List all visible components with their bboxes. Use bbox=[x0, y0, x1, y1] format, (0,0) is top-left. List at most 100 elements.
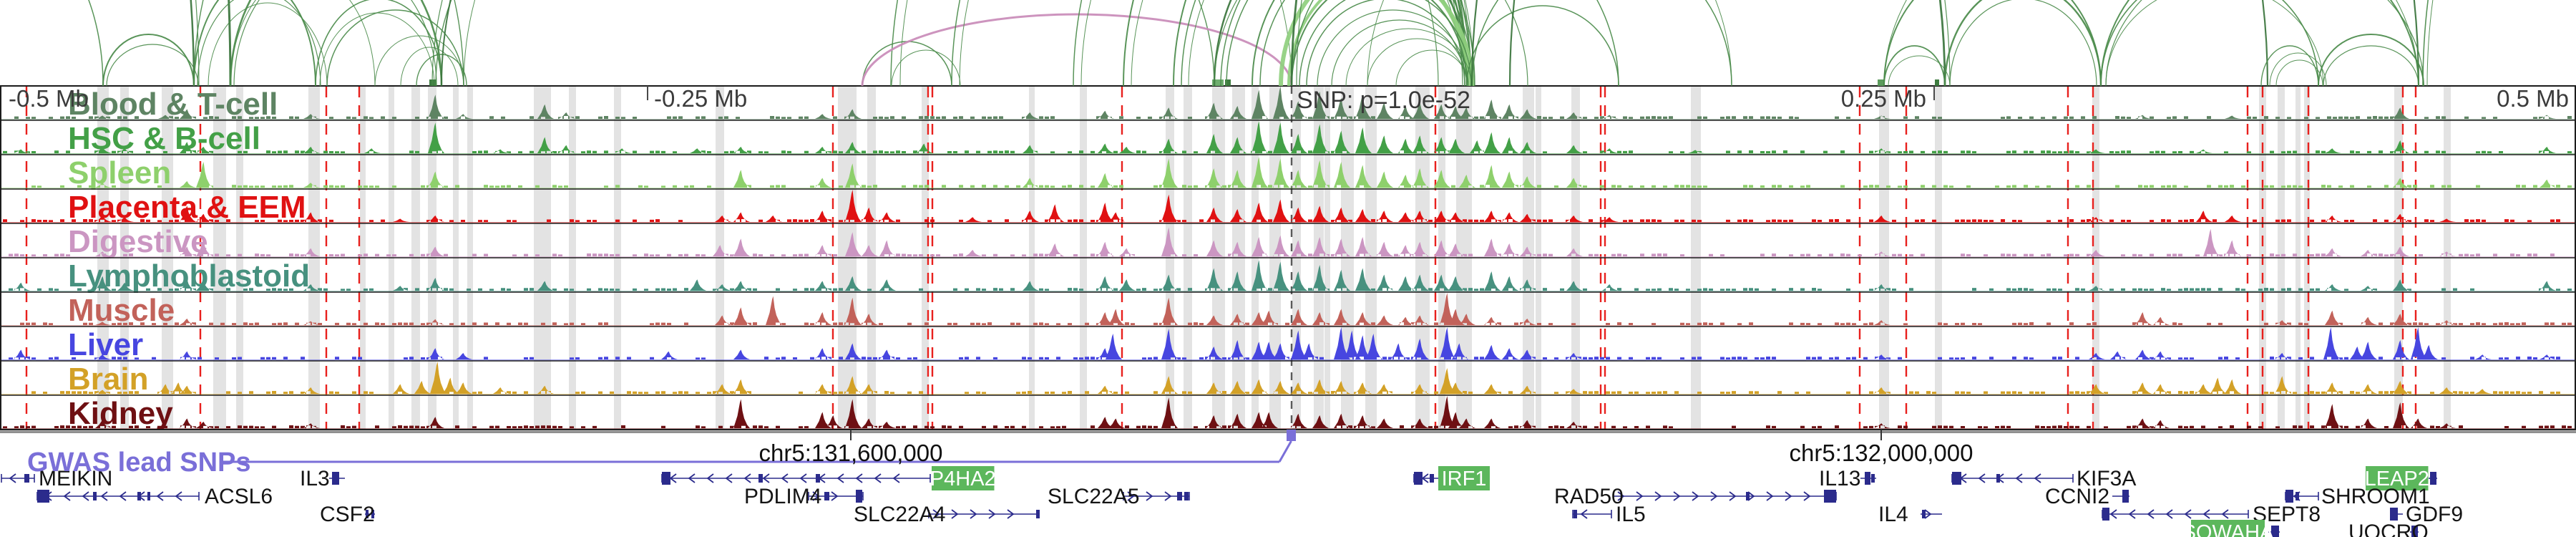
gene-kif3a: KIF3A bbox=[1951, 467, 2136, 490]
gene-label: CCNI2 bbox=[2045, 485, 2109, 508]
track-baseline bbox=[0, 394, 2576, 395]
lead-snp-marker bbox=[1287, 430, 1296, 441]
ruler-element-marker bbox=[1225, 79, 1231, 86]
track-label-spleen: Spleen bbox=[68, 155, 171, 190]
gene-p4ha2: P4HA2 bbox=[661, 466, 996, 490]
ruler bbox=[429, 79, 1939, 440]
gwas-lead-snps-track bbox=[220, 430, 1296, 463]
gene-label: RAD50 bbox=[1554, 485, 1624, 508]
gene-gdf9: GDF9 bbox=[2390, 503, 2463, 526]
gene-label: IL3 bbox=[300, 467, 330, 490]
ruler-element-marker bbox=[429, 79, 436, 86]
track-label-placenta-eem: Placenta & EEM bbox=[68, 190, 306, 225]
track-baseline bbox=[0, 119, 2576, 120]
track-label-hsc-b-cell: HSC & B-cell bbox=[68, 121, 260, 156]
track-placenta-eem: Placenta & EEM bbox=[0, 190, 2576, 225]
gene-il13: IL13 bbox=[1819, 467, 1876, 490]
track-label-kidney: Kidney bbox=[68, 396, 173, 431]
track-label-blood-t-cell: Blood & T-cell bbox=[68, 87, 278, 122]
gene-label: SLC22A5 bbox=[1048, 485, 1139, 508]
ruler-element-marker bbox=[1212, 79, 1224, 86]
track-baseline bbox=[0, 428, 2576, 430]
track-signal bbox=[31, 362, 2560, 394]
track-digestive: Digestive bbox=[0, 224, 2576, 259]
gene-highlight-box bbox=[2366, 466, 2429, 490]
track-blood-t-cell: Blood & T-cell bbox=[0, 87, 2576, 122]
track-label-brain: Brain bbox=[68, 362, 148, 397]
gene-label: IL13 bbox=[1819, 467, 1860, 490]
gene-label: IL5 bbox=[1616, 503, 1646, 526]
ruler-element-marker bbox=[1878, 79, 1885, 86]
gene-label: PDLIM4 bbox=[744, 485, 821, 508]
gene-highlight-box bbox=[932, 466, 995, 490]
track-signal bbox=[3, 396, 2572, 428]
track-signal bbox=[3, 121, 2572, 153]
track-liver: Liver bbox=[0, 327, 2576, 362]
track-baseline bbox=[0, 222, 2576, 223]
gene-uqcrq: UQCRQ bbox=[2348, 521, 2429, 537]
gene-label: KIF3A bbox=[2077, 467, 2136, 490]
track-lymphoblastoid: Lymphoblastoid bbox=[0, 258, 2576, 294]
coordinate-label-right: chr5:132,000,000 bbox=[1790, 440, 1974, 466]
track-label-digestive: Digestive bbox=[68, 224, 208, 259]
track-hsc-b-cell: HSC & B-cell bbox=[0, 121, 2576, 156]
gene-highlight-box bbox=[2191, 520, 2265, 537]
track-baseline bbox=[0, 256, 2576, 258]
gene-label: LEAP2 bbox=[2365, 468, 2429, 490]
gene-shroom1: SHROOM1 bbox=[2285, 485, 2430, 508]
track-baseline bbox=[0, 153, 2576, 155]
track-baseline bbox=[0, 359, 2576, 361]
track-kidney: Kidney bbox=[0, 396, 2576, 431]
gene-label: MEIKIN bbox=[39, 467, 112, 490]
gene-sowaha: SOWAHA bbox=[2182, 520, 2280, 537]
static-labels: -0.5 Mb -0.25 Mb SNP: p=1.0e-52 0.25 Mb … bbox=[9, 85, 2569, 478]
gene-annotations: MEIKIN IL3 P4HA2 IRF1 IL13 KIF3A LEAP2 ACSL6 PDL… bbox=[1, 466, 2463, 537]
gene-pdlim4: PDLIM4 bbox=[744, 485, 864, 508]
axis-label-minus-half-mb: -0.5 Mb bbox=[9, 85, 89, 112]
track-baseline bbox=[0, 325, 2576, 326]
axis-label-plus-half-mb: 0.5 Mb bbox=[2497, 85, 2569, 112]
track-brain: Brain bbox=[0, 362, 2576, 397]
track-borders bbox=[0, 85, 2576, 433]
ruler-element-marker bbox=[1935, 79, 1939, 86]
gene-label: SHROOM1 bbox=[2321, 485, 2430, 508]
gene-ccni2: CCNI2 bbox=[2045, 485, 2129, 508]
interaction-arcs bbox=[88, 0, 2434, 87]
snp-pvalue-label: SNP: p=1.0e-52 bbox=[1297, 87, 1470, 114]
gene-label: IRF1 bbox=[1442, 468, 1487, 490]
gene-meikin: MEIKIN bbox=[1, 467, 112, 490]
gene-label: SLC22A4 bbox=[854, 503, 945, 526]
gene-slc22a4: SLC22A4 bbox=[854, 503, 1040, 526]
track-spleen: Spleen bbox=[0, 155, 2576, 190]
gene-slc22a5: SLC22A5 bbox=[1048, 485, 1190, 508]
gene-highlight-box bbox=[1438, 466, 1490, 490]
gene-sept8: SEPT8 bbox=[2102, 503, 2321, 526]
gene-label: SOWAHA bbox=[2182, 521, 2274, 537]
gene-irf1: IRF1 bbox=[1413, 466, 1490, 490]
axis-label-minus-quarter-mb: -0.25 Mb bbox=[654, 85, 747, 112]
track-signal bbox=[20, 293, 2572, 325]
track-muscle: Muscle bbox=[0, 293, 2576, 328]
gwas-track-label: GWAS lead SNPs bbox=[27, 448, 251, 478]
gene-label: GDF9 bbox=[2406, 503, 2463, 526]
gene-leap2: LEAP2 bbox=[2365, 466, 2437, 490]
gene-label: CSF2 bbox=[320, 503, 375, 526]
axis-label-plus-quarter-mb: 0.25 Mb bbox=[1841, 85, 1926, 112]
gene-rad50: RAD50 bbox=[1554, 485, 1837, 508]
track-label-muscle: Muscle bbox=[68, 293, 175, 328]
gene-label: P4HA2 bbox=[930, 468, 996, 490]
gene-label: ACSL6 bbox=[205, 485, 273, 508]
gene-il5: IL5 bbox=[1572, 503, 1646, 526]
gene-acsl6: ACSL6 bbox=[36, 485, 273, 508]
gene-label: IL4 bbox=[1878, 503, 1908, 526]
track-signal bbox=[9, 227, 2555, 256]
gene-label: UQCRQ bbox=[2348, 521, 2429, 537]
coordinate-label-left: chr5:131,600,000 bbox=[759, 440, 943, 466]
gene-il4: IL4 bbox=[1878, 503, 1942, 526]
gene-il3: IL3 bbox=[300, 467, 345, 490]
track-label-lymphoblastoid: Lymphoblastoid bbox=[68, 258, 310, 294]
gene-csf2: CSF2 bbox=[320, 503, 375, 526]
track-label-liver: Liver bbox=[68, 327, 143, 362]
